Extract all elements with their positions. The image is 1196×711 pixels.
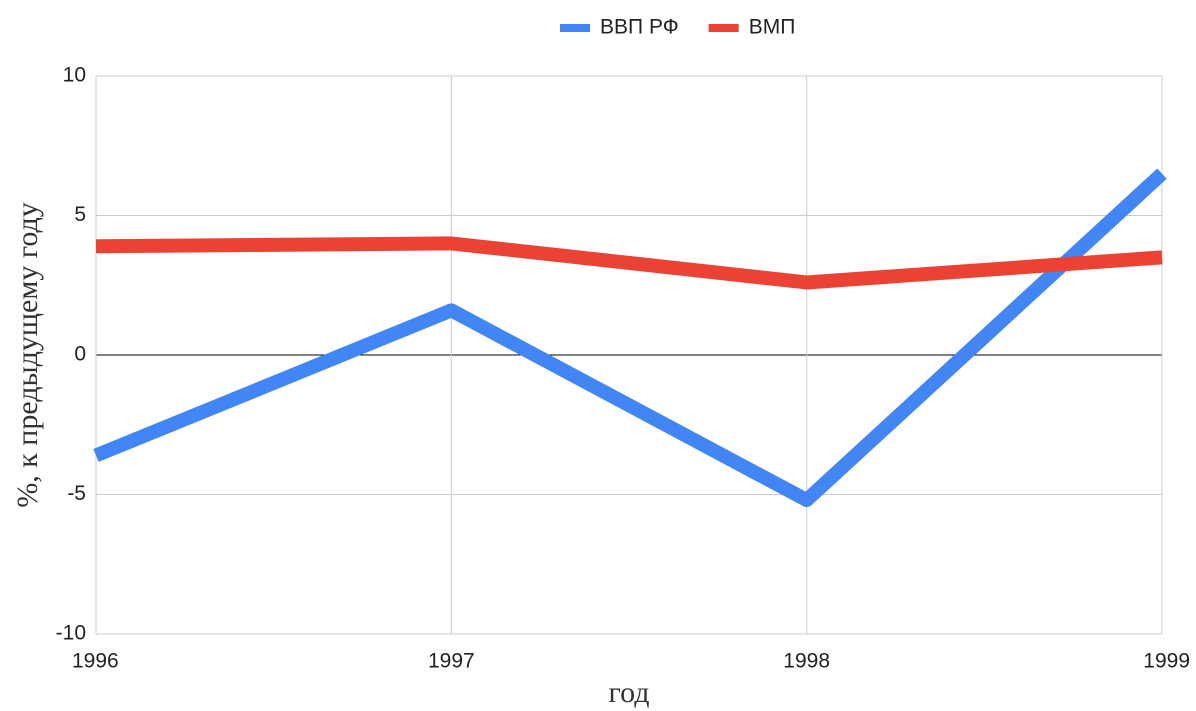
- x-tick-label: 1997: [428, 650, 475, 673]
- legend-label: ВМП: [749, 16, 796, 39]
- y-tick-label: 10: [63, 64, 86, 87]
- y-tick-label: -5: [67, 482, 86, 505]
- data-line: [93, 168, 1167, 508]
- y-axis-label: %, к предыдущему году: [11, 202, 44, 508]
- x-tick-label: 1999: [1143, 650, 1190, 673]
- x-tick-label: 1996: [72, 650, 119, 673]
- legend-label: ВВП РФ: [600, 16, 679, 39]
- data-line: [95, 236, 1163, 290]
- x-axis-label: год: [609, 676, 650, 709]
- y-tick-label: -10: [56, 622, 86, 645]
- x-tick-label: 1998: [783, 650, 830, 673]
- y-tick-label: 5: [74, 203, 86, 226]
- y-tick-label: 0: [74, 343, 86, 366]
